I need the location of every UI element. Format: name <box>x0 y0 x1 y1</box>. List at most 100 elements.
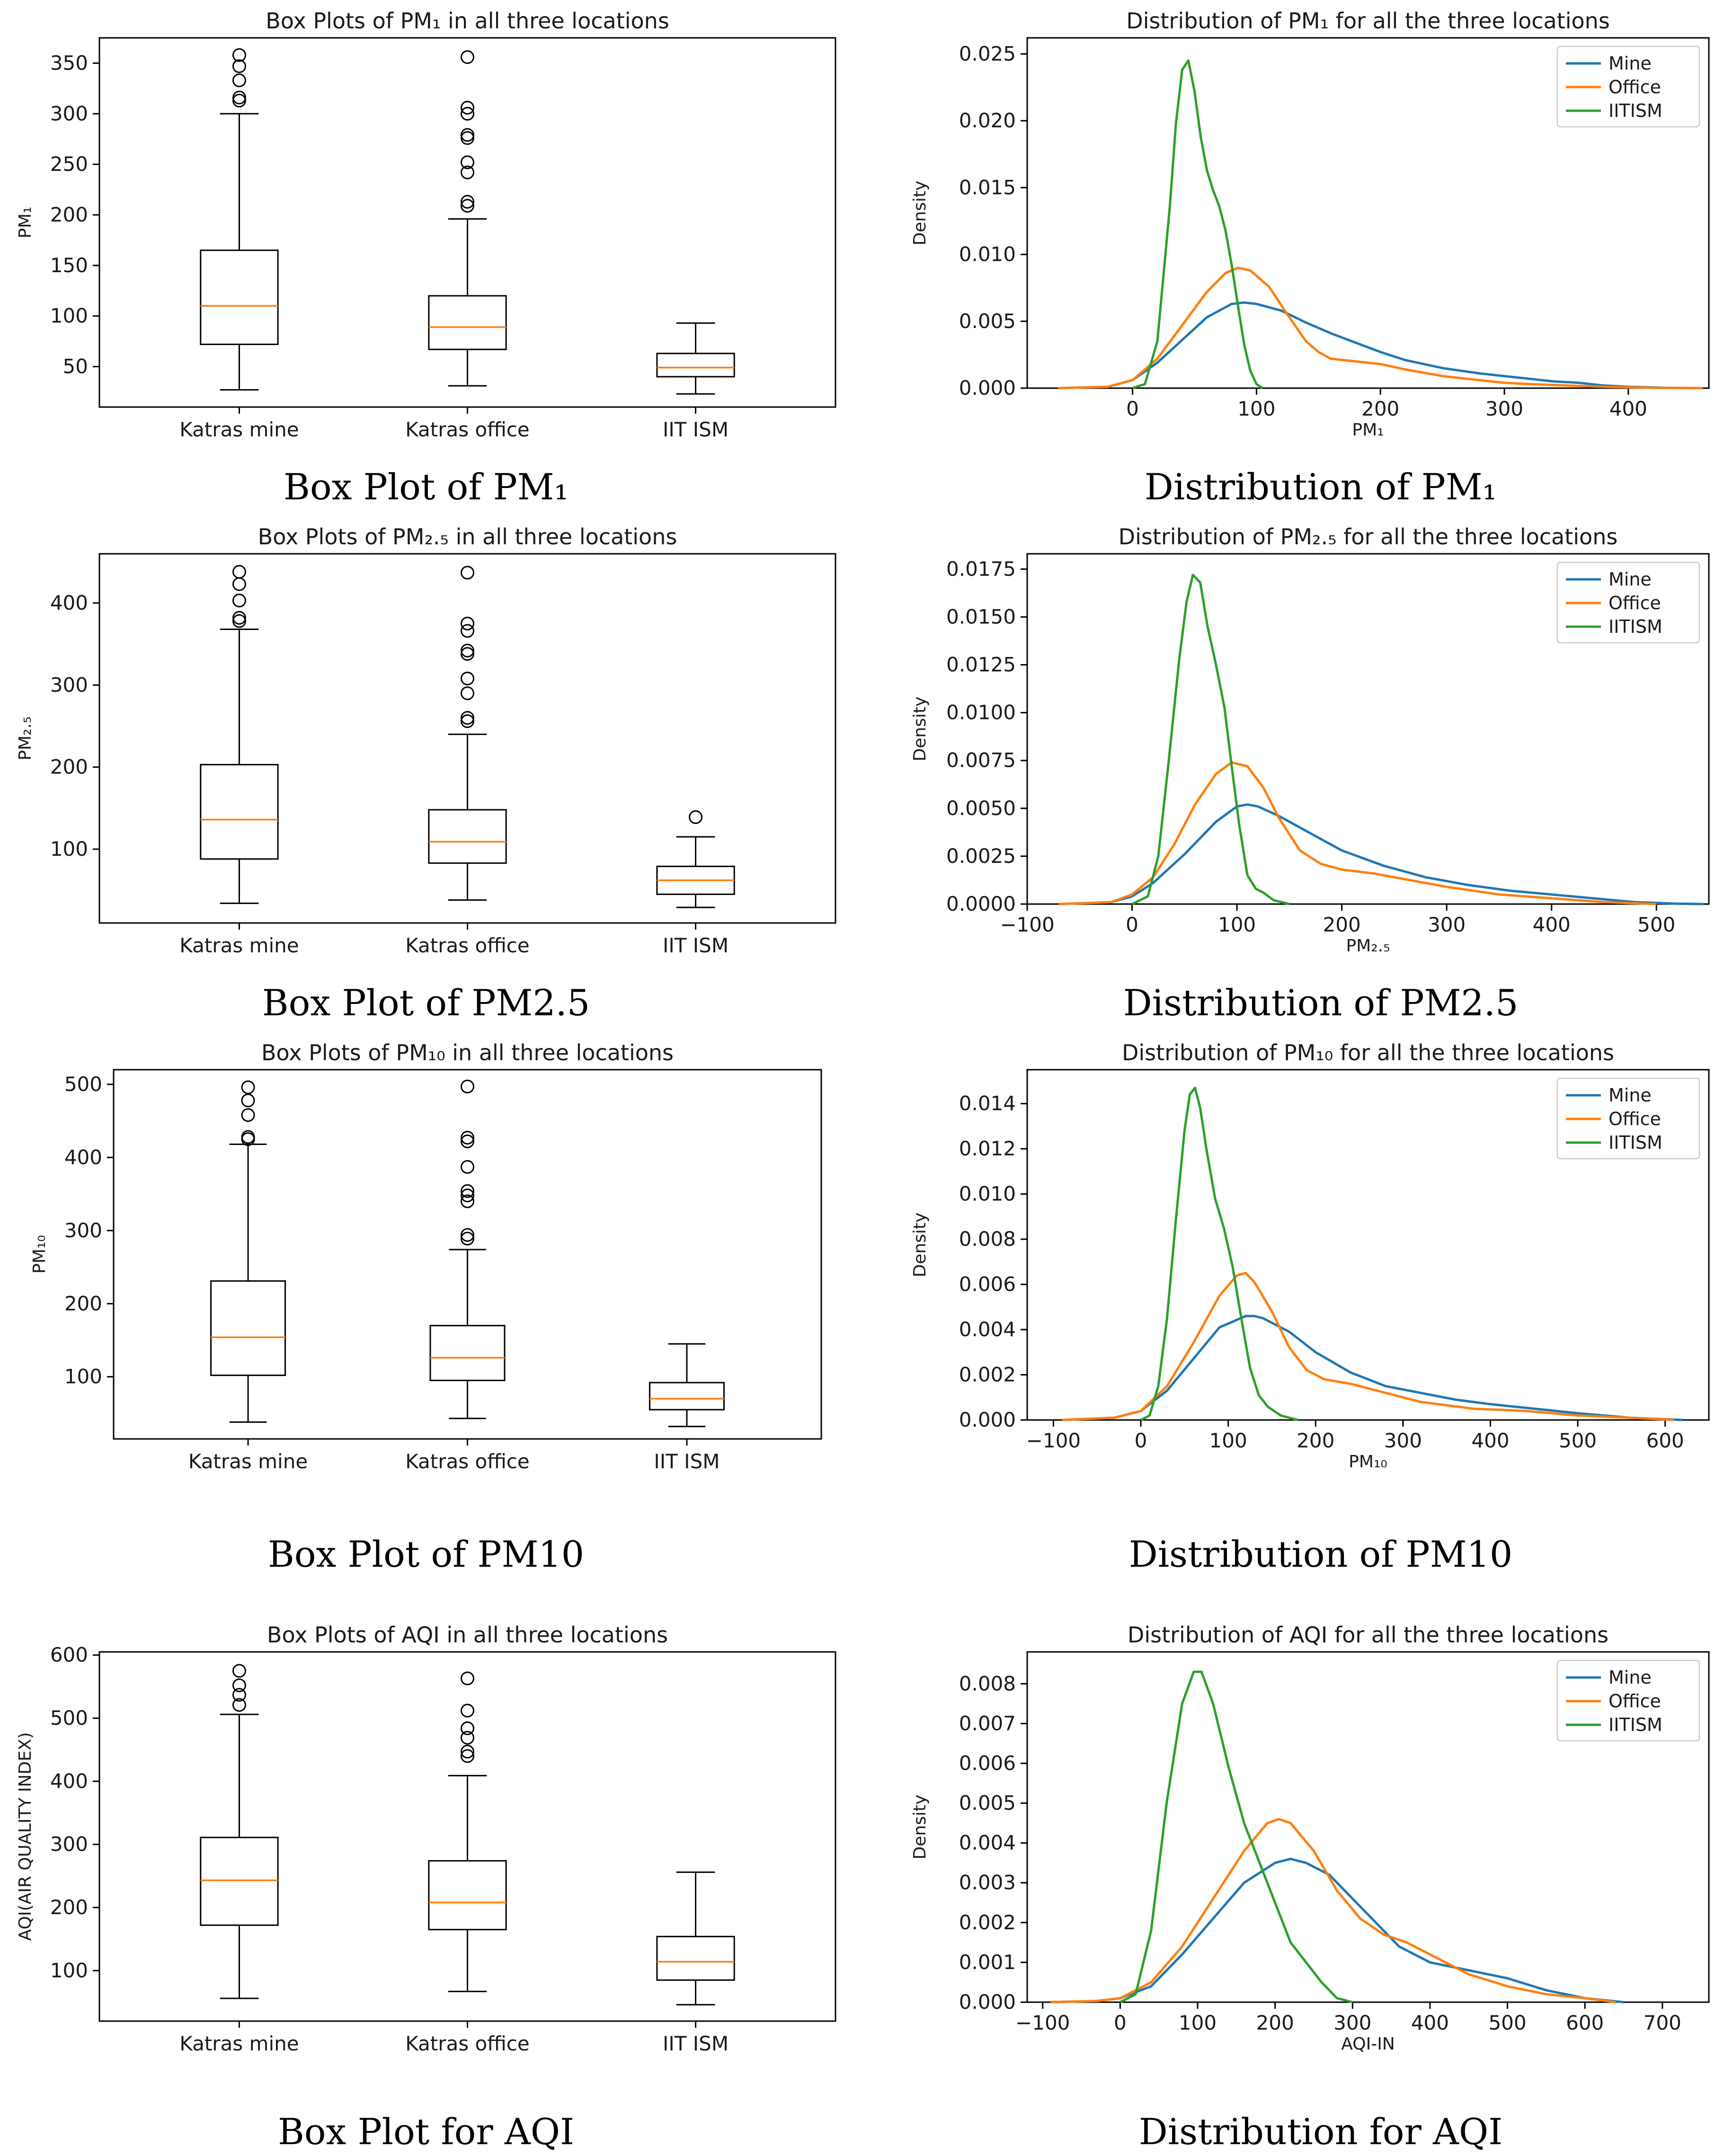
kde-4-xtick-label: 400 <box>1411 2011 1449 2034</box>
kde-4-chart: Distribution of AQI for all the three lo… <box>910 1622 1710 2153</box>
box-4-ytick-label: 100 <box>50 1959 88 1982</box>
outlier-point <box>461 647 474 661</box>
kde-2-xtick-label: 0 <box>1126 913 1138 936</box>
box-4-ytick-label: 300 <box>50 1833 88 1856</box>
outlier-point <box>461 1080 474 1094</box>
kde-2-plot-frame <box>1026 553 1710 905</box>
kde-3-xtick-label: 500 <box>1559 1429 1597 1452</box>
kde-3-ytick-label: 0.006 <box>959 1273 1016 1296</box>
outlier-point <box>461 671 474 685</box>
box-1-caption: Box Plot of PM₁ <box>284 466 569 508</box>
kde-3-xtick-label: 100 <box>1209 1429 1247 1452</box>
density-line-iitism <box>1140 1086 1298 1421</box>
iqr-box <box>200 249 279 346</box>
kde-2-ytick-label: 0.0150 <box>946 605 1016 628</box>
kde-3-ytick-label: 0.014 <box>959 1092 1016 1115</box>
box-1-ytick-label: 300 <box>50 102 88 125</box>
iqr-box <box>428 295 507 350</box>
box-1-xtick-label: Katras office <box>405 418 529 441</box>
box-1-xtick-label: IIT ISM <box>663 418 729 441</box>
box-3-2 <box>429 1080 506 1420</box>
kde-1-ytick-label: 0.010 <box>959 243 1016 266</box>
box-2-2 <box>428 566 507 901</box>
outlier-point <box>232 48 246 62</box>
box-1-ytick-label: 100 <box>50 304 88 328</box>
legend-label-iitism: IITISM <box>1609 1714 1662 1735</box>
kde-4-ylabel: Density <box>910 1795 930 1860</box>
kde-1-ytick-label: 0.020 <box>959 109 1016 132</box>
box-3-xtick-label: Katras office <box>405 1450 529 1473</box>
legend-label-mine: Mine <box>1609 1085 1652 1106</box>
kde-4-xtick-label: 600 <box>1566 2011 1604 2034</box>
kde-4-ytick-label: 0.001 <box>959 1951 1016 1974</box>
kde-1-xtick-label: 0 <box>1126 397 1139 420</box>
box-1-ylabel: PM₁ <box>16 206 35 238</box>
box-3-ytick-label: 100 <box>64 1365 102 1388</box>
box-4-title: Box Plots of AQI in all three locations <box>267 1622 668 1648</box>
kde-2-chart: Distribution of PM₂.₅ for all the three … <box>910 524 1710 1024</box>
outlier-point <box>232 93 246 107</box>
outlier-point <box>461 1671 474 1686</box>
kde-3-xtick-label: 0 <box>1135 1429 1147 1452</box>
density-line-office <box>1058 761 1657 905</box>
outlier-point <box>241 1080 255 1094</box>
kde-1-ytick-label: 0.015 <box>959 176 1016 199</box>
iqr-box <box>200 1837 279 1926</box>
box-2-ytick-label: 200 <box>50 755 88 779</box>
box-2-xtick-label: Katras mine <box>179 934 299 957</box>
box-3-caption: Box Plot of PM10 <box>268 1533 584 1575</box>
legend-label-office: Office <box>1609 1691 1661 1712</box>
outlier-point <box>241 1130 255 1144</box>
outlier-point <box>461 106 474 121</box>
box-2-1 <box>200 565 279 904</box>
kde-4-ytick-label: 0.000 <box>959 1990 1016 2014</box>
box-4-ytick-label: 500 <box>50 1706 88 1730</box>
kde-3-ytick-label: 0.000 <box>959 1408 1016 1431</box>
density-line-iitism <box>1131 574 1290 905</box>
iqr-box <box>656 353 735 378</box>
box-3-ytick-label: 200 <box>64 1292 102 1315</box>
outlier-point <box>461 1134 474 1148</box>
density-line-office <box>1050 1818 1616 2004</box>
density-line-office <box>1058 266 1703 390</box>
outlier-point <box>241 1108 255 1122</box>
kde-1-chart: Distribution of PM₁ for all the three lo… <box>910 8 1710 508</box>
kde-3-xlabel: PM₁₀ <box>1349 1452 1387 1472</box>
box-4-caption: Box Plot for AQI <box>278 2111 574 2153</box>
legend-frame <box>1556 1659 1700 1742</box>
outlier-point <box>461 714 474 728</box>
kde-1-ytick-label: 0.005 <box>959 310 1016 333</box>
kde-2-ytick-label: 0.0175 <box>946 557 1016 580</box>
outlier-point <box>232 1688 246 1702</box>
outlier-point <box>461 616 474 630</box>
kde-1-xtick-label: 100 <box>1237 397 1275 420</box>
kde-4-xtick-label: 0 <box>1114 2011 1127 2034</box>
box-2-xtick-label: IIT ISM <box>663 934 729 957</box>
kde-2-ytick-label: 0.0075 <box>946 749 1016 772</box>
box-2-chart: Box Plots of PM₂.₅ in all three location… <box>16 524 836 1024</box>
legend-label-iitism: IITISM <box>1609 100 1662 121</box>
box-2-title: Box Plots of PM₂.₅ in all three location… <box>258 524 677 550</box>
outlier-point <box>461 1745 474 1759</box>
box-4-xtick-label: IIT ISM <box>663 2032 729 2055</box>
outlier-point <box>461 644 474 658</box>
legend-label-iitism: IITISM <box>1609 616 1662 637</box>
kde-2-ytick-label: 0.0100 <box>946 701 1016 724</box>
outlier-point <box>461 686 474 701</box>
legend-label-mine: Mine <box>1609 53 1652 74</box>
box-3-ytick-label: 500 <box>64 1073 102 1096</box>
kde-2-ytick-label: 0.0050 <box>946 797 1016 820</box>
kde-4-xtick-label: 700 <box>1644 2011 1681 2034</box>
kde-3-chart: Distribution of PM₁₀ for all the three l… <box>910 1040 1710 1575</box>
kde-4-xtick-label: 300 <box>1333 2011 1371 2034</box>
legend-frame <box>1556 45 1700 128</box>
box-1-ytick-label: 250 <box>50 152 88 176</box>
legend-label-office: Office <box>1609 77 1661 98</box>
box-1-ytick-label: 50 <box>63 355 88 378</box>
outlier-point <box>232 90 246 105</box>
outlier-point <box>461 1194 474 1208</box>
density-line-iitism <box>1132 59 1263 390</box>
legend-label-office: Office <box>1609 593 1661 613</box>
outlier-point <box>461 1131 474 1145</box>
